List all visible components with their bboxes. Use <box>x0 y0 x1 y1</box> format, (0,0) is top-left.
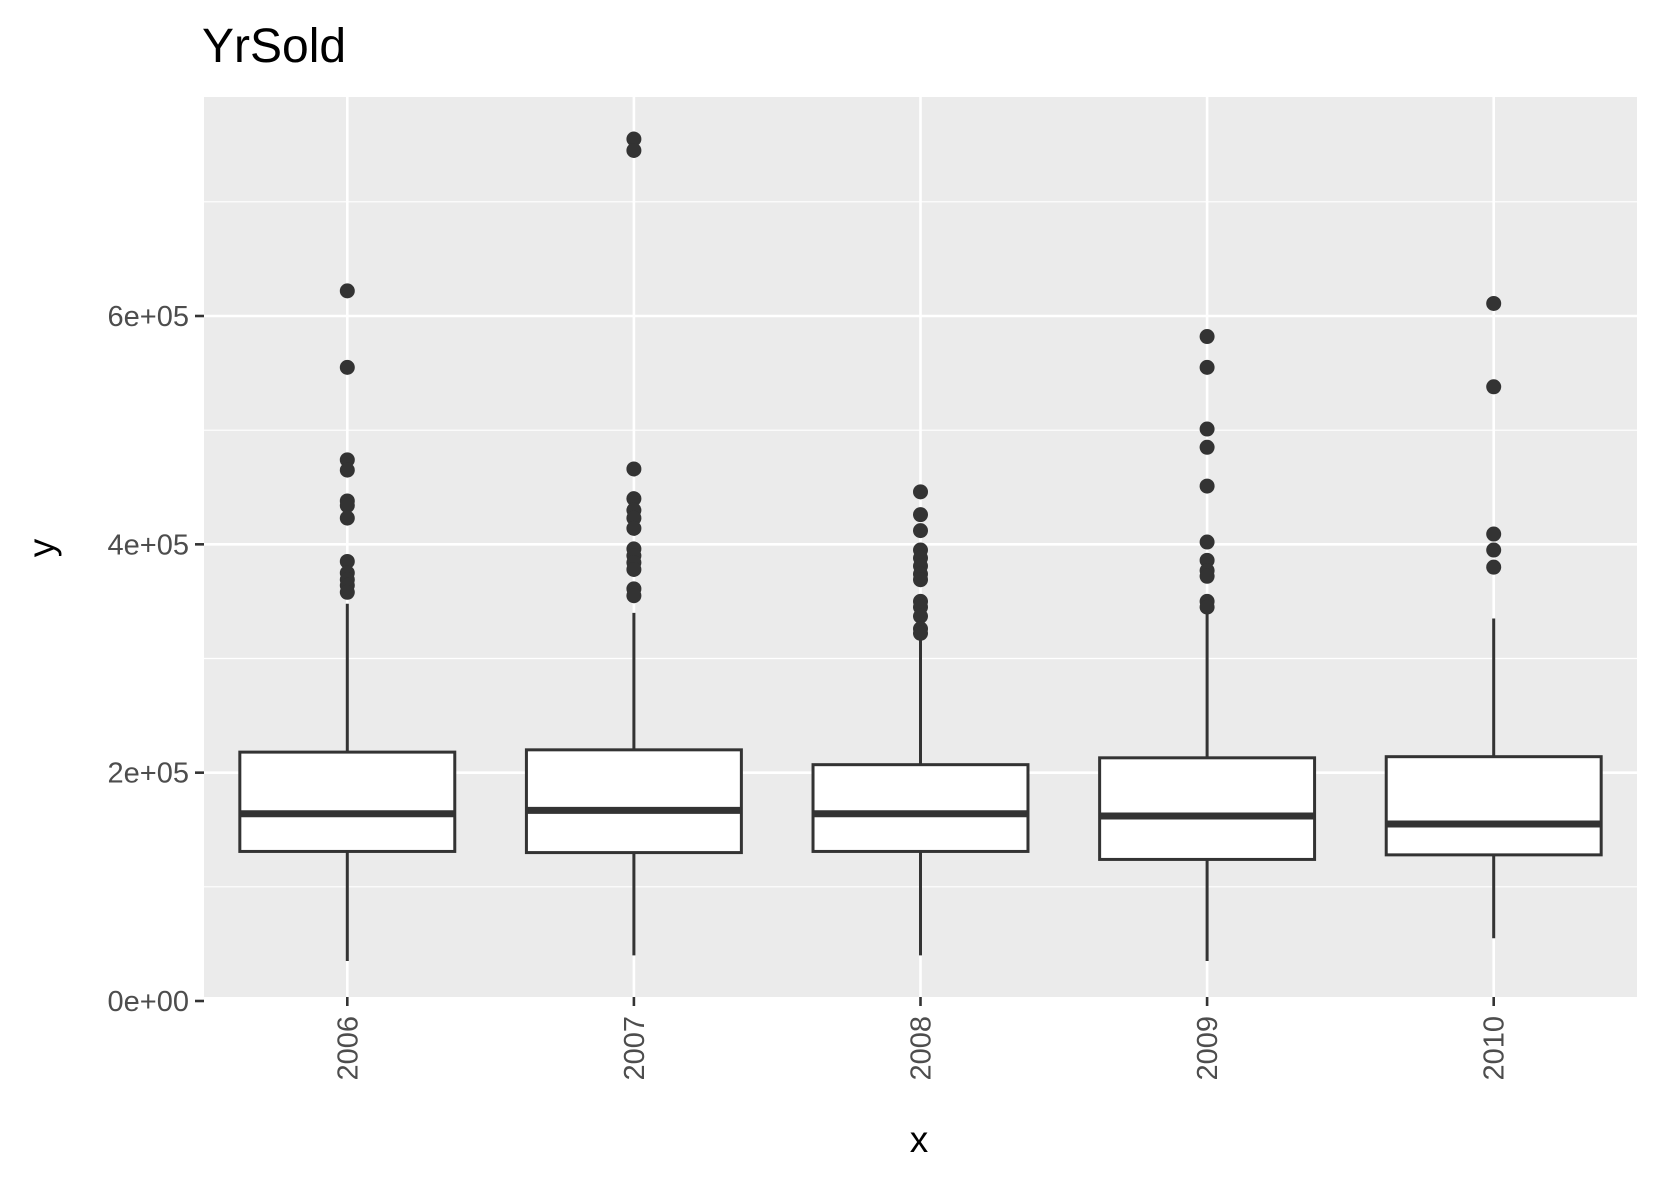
outlier-point <box>913 484 928 500</box>
outlier-point <box>1199 439 1215 455</box>
outlier-point <box>626 561 642 577</box>
outlier-point <box>913 608 928 624</box>
box-iqr <box>524 748 743 855</box>
outlier-point <box>339 359 355 375</box>
outlier-point <box>1486 379 1502 395</box>
y-axis: 0e+00 2e+05 4e+05 6e+05 <box>108 301 204 1018</box>
x-tick-label: 2009 <box>1192 1016 1224 1081</box>
box-series <box>238 131 1603 962</box>
outlier-point <box>626 588 642 604</box>
outlier-point <box>339 283 355 299</box>
outlier-point <box>913 625 928 641</box>
chart-title: YrSold <box>202 20 346 73</box>
outlier-point <box>1486 542 1502 558</box>
outlier-point <box>339 584 355 600</box>
x-axis-title: x <box>910 1119 929 1160</box>
x-tick-label: 2006 <box>332 1016 364 1081</box>
box-2007 <box>524 131 743 956</box>
box-2009 <box>1098 329 1317 962</box>
outlier-point <box>339 452 355 468</box>
box-iqr <box>811 763 1030 853</box>
y-tick-label: 4e+05 <box>108 529 189 561</box>
x-tick-label: 2010 <box>1479 1016 1511 1081</box>
y-axis-title: y <box>21 538 62 557</box>
outlier-point <box>1486 526 1502 542</box>
outlier-point <box>1199 359 1215 375</box>
y-tick-label: 0e+00 <box>108 986 189 1018</box>
outlier-point <box>626 461 642 477</box>
outlier-point <box>626 520 642 536</box>
outlier-point <box>1486 559 1502 575</box>
x-axis: 2006 2007 2008 2009 2010 <box>332 997 1511 1081</box>
box-2006 <box>238 283 457 962</box>
box-iqr <box>1098 756 1317 861</box>
y-tick-label: 6e+05 <box>108 301 189 333</box>
x-tick-label: 2007 <box>619 1016 651 1081</box>
box-iqr <box>238 750 457 853</box>
outlier-point <box>913 523 928 539</box>
outlier-point <box>913 572 928 588</box>
outlier-point <box>626 491 642 507</box>
outlier-point <box>1199 329 1215 345</box>
outlier-point <box>339 553 355 569</box>
box-iqr <box>1384 755 1603 857</box>
x-tick-label: 2008 <box>906 1016 938 1081</box>
outlier-point <box>626 510 642 526</box>
y-tick-label: 2e+05 <box>108 758 189 790</box>
outlier-point <box>339 498 355 514</box>
box-2008 <box>811 484 1030 956</box>
outlier-point <box>1199 421 1215 437</box>
outlier-point <box>1486 295 1502 311</box>
outlier-point <box>1199 599 1215 615</box>
outlier-point <box>626 131 642 147</box>
outlier-point <box>339 462 355 478</box>
outlier-point <box>913 507 928 523</box>
outlier-point <box>1199 568 1215 584</box>
outlier-point <box>1199 478 1215 494</box>
outlier-point <box>339 510 355 526</box>
outlier-point <box>1199 534 1215 550</box>
outlier-point <box>626 142 642 158</box>
box-2010 <box>1384 295 1603 939</box>
outlier-point <box>1199 552 1215 568</box>
